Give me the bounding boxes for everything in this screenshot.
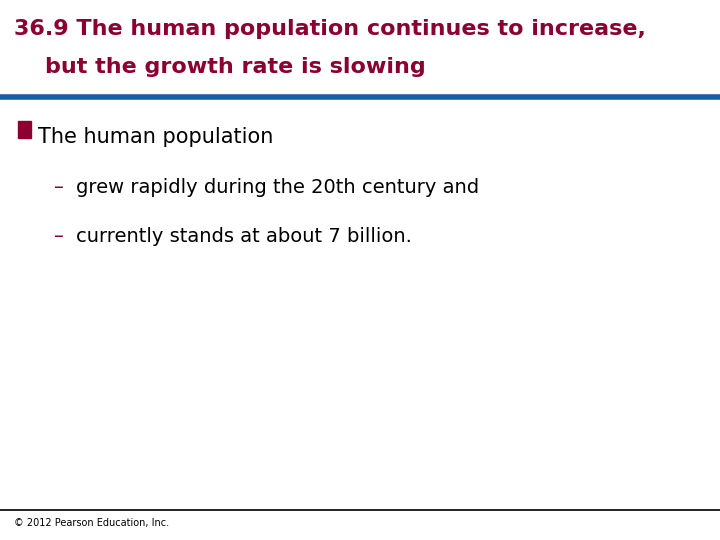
Text: 36.9 The human population continues to increase,: 36.9 The human population continues to i… <box>14 19 647 39</box>
FancyBboxPatch shape <box>18 121 31 138</box>
Text: –: – <box>54 178 64 197</box>
Text: currently stands at about 7 billion.: currently stands at about 7 billion. <box>76 227 411 246</box>
Text: but the growth rate is slowing: but the growth rate is slowing <box>14 57 426 77</box>
Text: –: – <box>54 227 64 246</box>
Text: grew rapidly during the 20th century and: grew rapidly during the 20th century and <box>76 178 479 197</box>
Text: © 2012 Pearson Education, Inc.: © 2012 Pearson Education, Inc. <box>14 518 169 529</box>
Text: The human population: The human population <box>38 127 274 147</box>
